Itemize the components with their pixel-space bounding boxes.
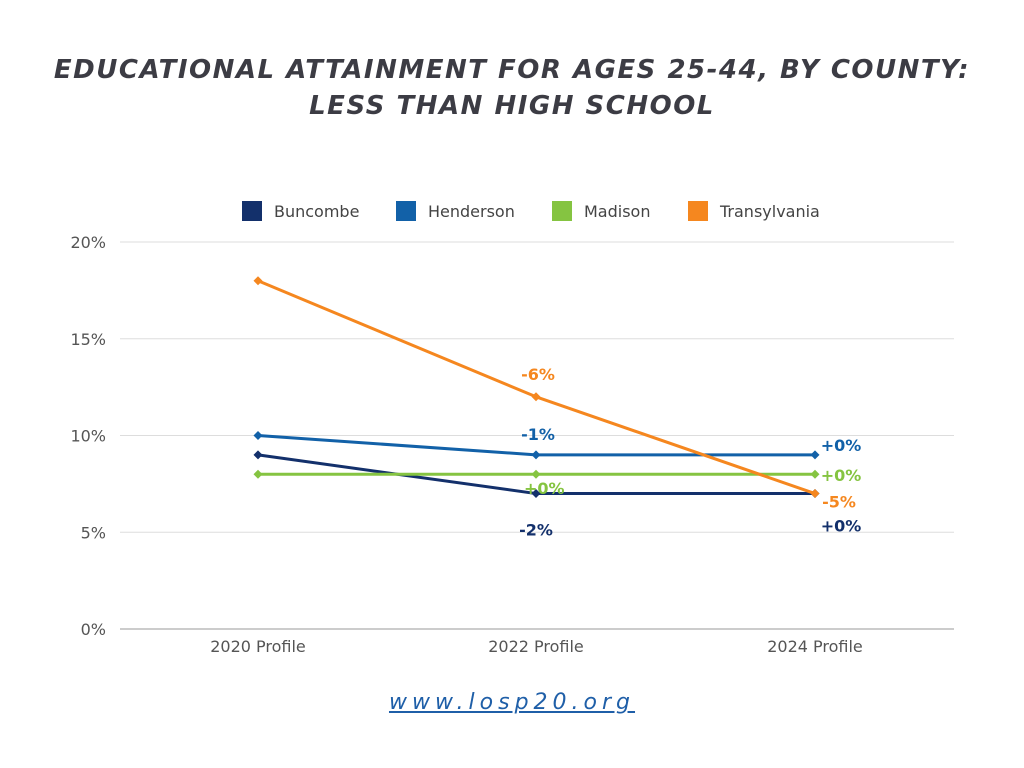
x-tick-label: 2020 Profile xyxy=(210,637,306,656)
data-label: +0% xyxy=(821,517,862,536)
data-label: -5% xyxy=(822,493,856,512)
legend-label: Transylvania xyxy=(719,202,820,221)
chart-title: EDUCATIONAL ATTAINMENT FOR AGES 25-44, B… xyxy=(0,52,1024,124)
data-point xyxy=(253,469,263,479)
data-point xyxy=(531,489,541,499)
legend-swatch xyxy=(688,201,708,221)
x-tick-label: 2024 Profile xyxy=(767,637,863,656)
data-point xyxy=(810,489,820,499)
chart-title-line-2: LESS THAN HIGH SCHOOL xyxy=(309,91,715,121)
series-line xyxy=(257,279,816,495)
data-label: +0% xyxy=(524,479,565,498)
legend-label: Buncombe xyxy=(274,202,359,221)
y-tick-label: 0% xyxy=(81,620,106,639)
data-label: +0% xyxy=(821,436,862,455)
data-label: -1% xyxy=(521,425,555,444)
data-label: +0% xyxy=(821,466,862,485)
y-tick-label: 10% xyxy=(70,427,106,446)
data-point xyxy=(253,431,263,440)
footer: www.losp20.org xyxy=(0,690,1024,715)
data-point xyxy=(531,469,541,479)
legend-label: Henderson xyxy=(428,202,515,221)
y-tick-label: 5% xyxy=(81,523,106,542)
data-label: -2% xyxy=(519,521,553,540)
data-point xyxy=(531,392,541,402)
legend-swatch xyxy=(396,201,416,221)
legend-label: Madison xyxy=(584,202,650,221)
data-point xyxy=(531,450,541,460)
data-label: -6% xyxy=(521,365,555,384)
data-point xyxy=(810,450,820,460)
y-tick-label: 20% xyxy=(70,233,106,252)
data-point xyxy=(253,276,263,286)
legend-swatch xyxy=(552,201,572,221)
legend-swatch xyxy=(242,201,262,221)
data-point xyxy=(253,450,263,460)
y-tick-label: 15% xyxy=(70,330,106,349)
website-link[interactable]: www.losp20.org xyxy=(388,690,636,715)
x-tick-label: 2022 Profile xyxy=(488,637,584,656)
chart-title-line-1: EDUCATIONAL ATTAINMENT FOR AGES 25-44, B… xyxy=(53,55,971,85)
data-point xyxy=(810,469,820,479)
